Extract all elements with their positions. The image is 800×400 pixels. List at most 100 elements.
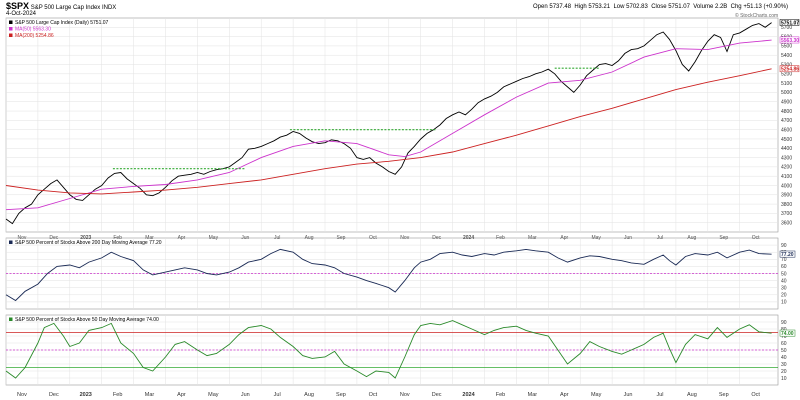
high-value: 5753.21	[588, 4, 611, 10]
header-exchange: INDX	[101, 5, 117, 11]
x-tick-label: Mar	[528, 392, 538, 398]
volume-value: 2.2B	[714, 4, 728, 10]
y-tick-label: 50	[781, 271, 787, 277]
x-tick-label-price: Nov	[17, 235, 26, 241]
y-tick-label: 10	[781, 376, 787, 382]
legend-entry: S&P 500 Large Cap Index (Daily) 5751.07	[15, 20, 109, 26]
last-value-box	[779, 250, 796, 258]
y-tick-label: 90	[781, 243, 787, 249]
y-tick-label: 3600	[781, 220, 792, 226]
panel-title: S&P 500 Percent of Stocks Above 200 Day …	[15, 240, 162, 246]
x-tick-label-price: Aug	[687, 235, 696, 241]
x-tick-label-price: Apr	[560, 235, 568, 241]
y-tick-label: 30	[781, 286, 787, 292]
x-tick-label-price: Nov	[400, 235, 409, 241]
x-tick-label-price: May	[591, 235, 601, 241]
legend-swatch	[9, 240, 13, 244]
x-tick-label: 2023	[80, 392, 92, 398]
x-tick-label-price: Oct	[752, 235, 760, 241]
y-tick-label: 70	[781, 257, 787, 263]
x-tick-label: Jul	[274, 392, 281, 398]
x-tick-label: May	[208, 392, 219, 398]
header-quote: Open 5737.48 High 5753.21 Low 5702.83 Cl…	[533, 4, 788, 10]
volume-label: Volume	[693, 4, 714, 10]
y-tick-label: 30	[781, 362, 787, 368]
y-tick-label: 90	[781, 320, 787, 326]
y-tick-label: 20	[781, 369, 787, 375]
x-tick-label: Dec	[49, 392, 59, 398]
y-tick-label: 4400	[781, 146, 792, 152]
legend-swatch	[9, 27, 13, 31]
y-tick-label: 50	[781, 348, 787, 354]
high-label: High	[574, 4, 587, 10]
x-tick-label-price: 2024	[463, 235, 474, 241]
x-tick-label-price: Apr	[178, 235, 186, 241]
x-tick-label-price: Jul	[657, 235, 663, 241]
panel-title: S&P 500 Percent of Stocks Above 50 Day M…	[15, 317, 159, 323]
x-tick-label: Jun	[241, 392, 250, 398]
x-tick-label-price: Sep	[719, 235, 728, 241]
breadth200-line	[5, 248, 772, 302]
chg-label: Chg	[730, 4, 742, 10]
x-tick-label: Aug	[304, 392, 314, 398]
panel-frame	[5, 17, 779, 233]
x-tick-label-price: Mar	[528, 235, 537, 241]
last-value-label: 5563.30	[781, 38, 799, 44]
x-tick-label-price: Dec	[432, 235, 441, 241]
y-tick-label: 40	[781, 355, 787, 361]
last-value-label: 74.00	[781, 331, 794, 337]
y-tick-label: 40	[781, 278, 787, 284]
y-tick-label: 4300	[781, 155, 792, 161]
ma200-line	[5, 68, 772, 195]
x-tick-label: 2024	[462, 392, 475, 398]
header-date: 4-Oct-2024	[6, 11, 37, 17]
y-tick-label: 4100	[781, 174, 792, 180]
y-tick-label: 4900	[781, 100, 792, 106]
breadth50-line	[5, 320, 772, 379]
y-tick-label: 4200	[781, 165, 792, 171]
x-tick-label: May	[591, 392, 602, 398]
y-tick-label: 5300	[781, 62, 792, 68]
header-title: $SPX S&P 500 Large Cap Index INDX	[6, 1, 116, 11]
x-tick-label: Feb	[113, 392, 122, 398]
x-tick-label: Apr	[560, 392, 569, 398]
y-tick-label: 4600	[781, 127, 792, 133]
legend-entry: MA(50) 5563.30	[15, 27, 51, 33]
legend-swatch	[9, 317, 13, 321]
last-value-box	[779, 36, 800, 44]
x-tick-label-price: 2023	[80, 235, 91, 241]
y-tick-label: 3800	[781, 202, 792, 208]
x-tick-label: Oct	[369, 392, 378, 398]
x-tick-label-price: Jul	[274, 235, 280, 241]
x-tick-label: Jul	[656, 392, 663, 398]
close-label: Close	[651, 4, 667, 10]
x-tick-label: Feb	[496, 392, 505, 398]
last-value-box	[779, 65, 800, 73]
open-value: 5737.48	[549, 4, 572, 10]
x-tick-label-price: Dec	[49, 235, 58, 241]
y-tick-label: 4700	[781, 118, 792, 124]
last-value-label: 5751.07	[781, 20, 799, 26]
x-tick-label-price: May	[209, 235, 219, 241]
last-value-box	[779, 329, 796, 337]
close-value: 5751.07	[668, 4, 690, 10]
x-tick-label: Sep	[719, 392, 729, 398]
y-tick-label: 60	[781, 341, 787, 347]
y-tick-label: 4000	[781, 183, 792, 189]
y-tick-label: 5100	[781, 81, 792, 87]
price-line	[5, 22, 772, 225]
y-tick-label: 5200	[781, 72, 792, 78]
y-tick-label: 5400	[781, 53, 792, 59]
y-tick-label: 60	[781, 264, 787, 270]
last-value-label: 77.20	[781, 252, 794, 258]
x-tick-label: Oct	[751, 392, 760, 398]
x-tick-label-price: Aug	[305, 235, 314, 241]
y-tick-label: 5500	[781, 44, 792, 50]
x-tick-label: Sep	[336, 392, 346, 398]
x-tick-label: Jun	[624, 392, 633, 398]
legend-swatch	[9, 33, 13, 37]
ma50-line	[5, 39, 772, 211]
y-tick-label: 5000	[781, 90, 792, 96]
watermark: © StockCharts.com	[735, 13, 779, 19]
